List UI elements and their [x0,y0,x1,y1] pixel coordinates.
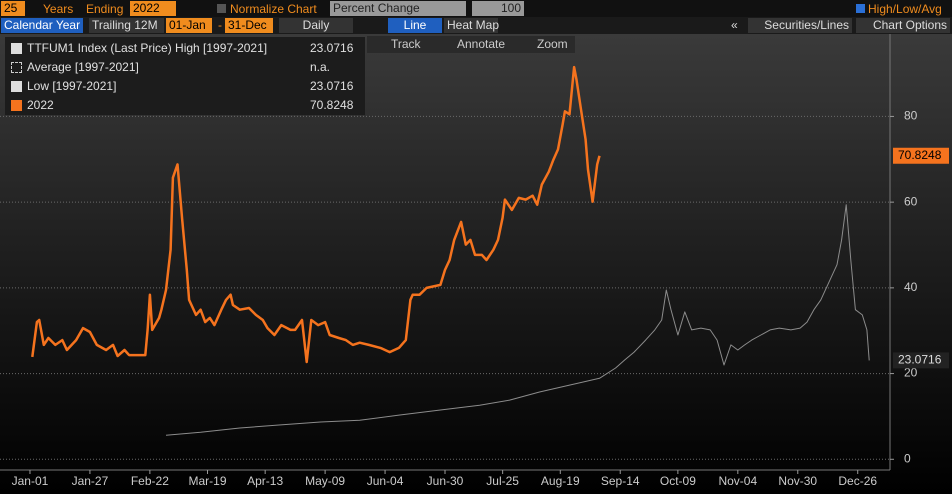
last-value-tag [893,147,949,164]
date-dash: - [218,18,222,32]
last-value-tag [893,352,949,369]
mode-dropdown[interactable]: Percent Change [330,1,466,16]
legend-value: 23.0716 [310,79,354,93]
zoom-button[interactable]: Zoom [513,36,575,53]
start-input[interactable]: 01-Jan [166,18,212,33]
legend-value: n.a. [310,60,331,74]
high-low-avg-label: High/Low/Avg [868,2,942,16]
x-tick-label: Nov-04 [718,474,757,488]
legend [5,37,365,115]
last-value-label: 70.8248 [898,148,942,162]
legend-label: Average [1997-2021] [27,60,139,74]
x-tick-label: Nov-30 [778,474,817,488]
x-tick-label: Mar-19 [189,474,227,488]
end-input[interactable]: 31-Dec [225,18,273,33]
y-tick-label: 40 [904,280,918,294]
legend-swatch [11,100,22,111]
ending-input[interactable]: 2022 [130,1,176,16]
y-tick-label: 0 [904,451,911,465]
legend-label: Low [1997-2021] [27,79,117,93]
annotate-button[interactable]: Annotate [437,36,513,53]
series-line [165,204,870,436]
years-input[interactable]: 25 [1,1,25,16]
y-tick-label: 20 [904,366,918,380]
x-tick-label: Jan-27 [72,474,109,488]
x-tick-label: Oct-09 [660,474,696,488]
y-tick-label: 80 [904,109,918,123]
x-tick-label: Jul-25 [486,474,519,488]
x-tick-label: Feb-22 [131,474,169,488]
series-line [31,65,601,364]
x-tick-label: May-09 [305,474,345,488]
x-tick-label: Aug-19 [541,474,580,488]
heat-map-button[interactable]: Heat Map [444,18,499,33]
legend-value: 23.0716 [310,41,354,55]
frequency-dropdown[interactable]: Daily [279,18,353,33]
x-tick-label: Sep-14 [601,474,640,488]
calendar-year-button[interactable]: Calendar Year [1,18,83,33]
high-low-avg-checkbox[interactable] [856,4,865,13]
x-tick-label: Jun-04 [367,474,404,488]
track-button[interactable]: Track [367,36,451,53]
last-value-label: 23.0716 [898,353,942,367]
legend-value: 70.8248 [310,98,354,112]
legend-label: TTFUM1 Index (Last Price) High [1997-202… [27,41,268,55]
years-label: Years [43,2,74,16]
y-tick-label: 60 [904,194,918,208]
base-input[interactable]: 100 [472,1,524,16]
x-tick-label: Jun-30 [427,474,464,488]
legend-label: 2022 [27,98,54,112]
trailing-button[interactable]: Trailing 12M [89,18,164,33]
legend-swatch [11,62,22,73]
line-button[interactable]: Line [388,18,442,33]
legend-swatch [11,81,22,92]
x-tick-label: Jan-01 [12,474,49,488]
legend-swatch [11,43,22,54]
normalize-checkbox[interactable] [217,4,226,13]
ending-label: Ending [86,2,124,16]
x-tick-label: Dec-26 [838,474,877,488]
x-tick-label: Apr-13 [247,474,283,488]
chart-options-button[interactable]: Chart Options [856,18,950,33]
normalize-label: Normalize Chart [230,2,317,16]
securities-button[interactable]: Securities/Lines [748,18,852,33]
collapse-button[interactable]: « [731,18,738,32]
